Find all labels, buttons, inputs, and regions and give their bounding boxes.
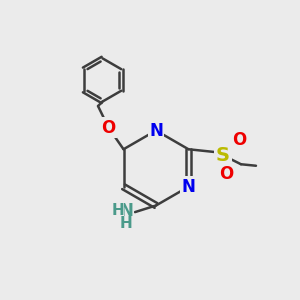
- Text: H: H: [111, 203, 124, 218]
- Text: N: N: [182, 178, 195, 196]
- Text: O: O: [232, 130, 247, 148]
- Text: O: O: [219, 165, 233, 183]
- Text: N: N: [119, 202, 133, 220]
- Text: N: N: [149, 122, 163, 140]
- Text: H: H: [120, 216, 132, 231]
- Text: O: O: [101, 118, 116, 137]
- Text: S: S: [216, 146, 230, 165]
